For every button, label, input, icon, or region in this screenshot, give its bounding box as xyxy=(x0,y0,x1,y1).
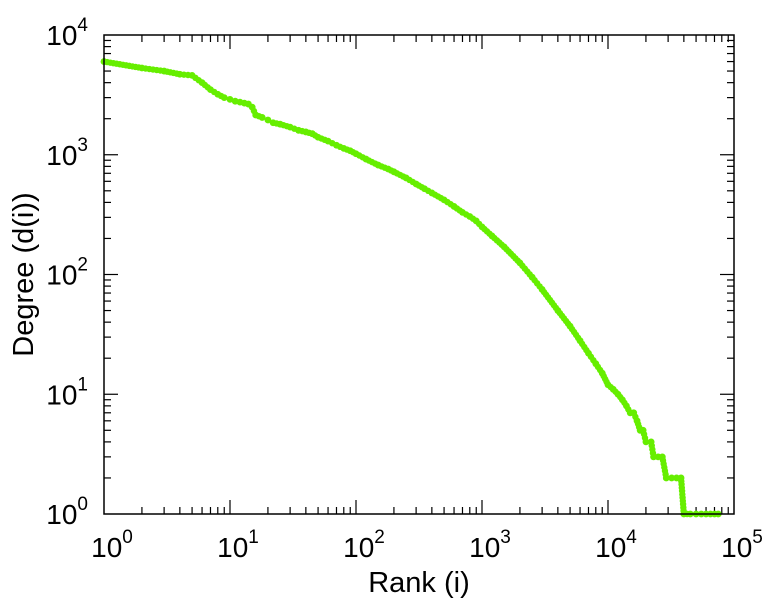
data-point xyxy=(668,474,676,482)
y-tick-label: 103 xyxy=(46,135,88,171)
x-tick-label: 103 xyxy=(469,527,511,563)
axis-ticks xyxy=(104,35,734,514)
data-point xyxy=(264,116,272,124)
x-tick-label: 100 xyxy=(91,527,133,563)
y-tick-label: 102 xyxy=(46,255,88,291)
x-tick-label: 101 xyxy=(217,527,259,563)
y-tick-label: 104 xyxy=(46,15,88,51)
data-point xyxy=(642,438,650,446)
plot-frame xyxy=(103,34,735,515)
data-point xyxy=(662,474,670,482)
y-axis-label: Degree (d(i)) xyxy=(8,192,40,356)
data-point xyxy=(226,95,234,103)
data-point xyxy=(258,114,266,121)
y-tick-label: 101 xyxy=(46,374,88,410)
tick-labels: 100 101 102 103 104 105 100 101 102 103 104 xyxy=(46,15,763,563)
y-tick-label: 100 xyxy=(46,494,88,530)
x-tick-label: 102 xyxy=(343,527,385,563)
data-point xyxy=(220,94,228,102)
x-tick-label: 104 xyxy=(595,527,637,563)
x-axis-label: Rank (i) xyxy=(368,567,470,599)
data-points xyxy=(100,58,722,518)
x-tick-label: 105 xyxy=(721,527,763,563)
